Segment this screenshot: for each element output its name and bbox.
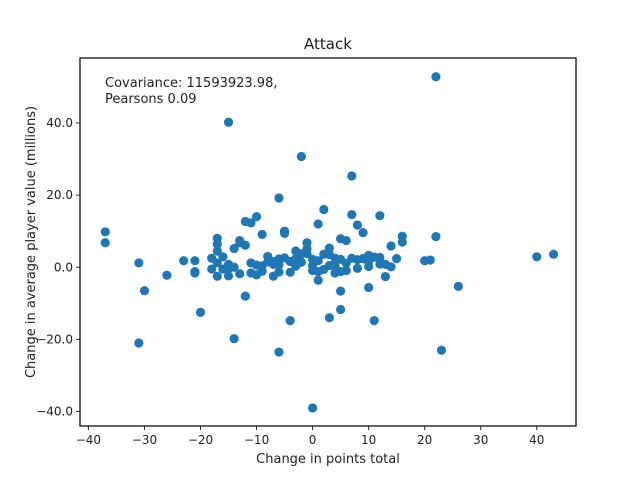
data-point [212,239,222,249]
data-point [336,286,346,296]
x-tick-label: 10 [361,433,376,447]
data-point [285,267,295,277]
data-point [380,272,391,282]
data-point [324,313,335,323]
x-tick-label: 0 [309,433,317,447]
data-point [274,193,284,203]
data-point [139,286,150,296]
y-tick-label: 0.0 [54,260,73,274]
axis-ticks: −40 −30 −20 −10 0 10 20 30 40 −40.0 −20.0 0.0 20.0 40… [36,116,544,447]
data-point [358,228,368,238]
annotation-pearsons: Pearsons 0.09 [105,92,197,107]
data-point [100,227,110,237]
data-point [341,265,351,276]
data-point [274,347,284,357]
x-tick-label: 40 [529,433,544,447]
data-point [229,243,239,254]
data-point [364,261,374,272]
data-point [307,403,318,413]
data-point [240,240,250,250]
data-point [330,260,340,271]
data-point [386,262,396,272]
data-point [324,243,335,253]
data-point [251,212,262,222]
data-point [257,229,267,240]
data-point [100,238,110,248]
data-point [246,218,256,228]
data-point [235,269,245,279]
data-point [375,252,385,263]
data-point [134,258,144,268]
data-point [223,117,234,127]
y-tick-label: 20.0 [46,188,73,202]
data-point [212,246,222,256]
data-point [162,270,172,280]
data-point [341,235,351,246]
x-tick-label: 20 [417,433,432,447]
data-point [302,248,312,259]
y-axis-label: Change in average player value (millions… [24,106,39,378]
data-point [397,237,407,247]
data-point [369,316,379,326]
x-axis-label: Change in points total [256,452,400,467]
data-point [223,271,234,281]
y-tick-label: −40.0 [36,405,73,419]
data-points [100,72,559,413]
data-point [212,271,222,281]
data-point [453,281,463,291]
data-point [195,307,206,317]
data-point [386,241,396,251]
data-point [240,291,250,301]
data-point [134,338,144,348]
plot-frame [79,57,577,427]
data-point [296,151,306,162]
data-point [229,262,239,272]
x-tick-label: −40 [76,433,101,447]
data-point [313,275,323,285]
data-point [431,72,441,82]
x-tick-label: −20 [188,433,213,447]
data-point [274,267,284,277]
data-point [352,263,363,273]
data-point [431,231,441,242]
data-point [392,253,402,264]
data-point [364,282,374,293]
x-tick-label: −10 [244,433,269,447]
y-tick-label: 40.0 [46,116,73,130]
data-point [425,255,435,265]
data-point [319,204,329,215]
data-point [274,260,284,270]
data-point [218,252,228,262]
data-point [285,316,295,326]
x-tick-label: −30 [132,433,157,447]
data-point [313,219,323,229]
y-tick-label: −20.0 [36,332,73,346]
data-point [296,257,306,267]
x-tick-label: 30 [473,433,488,447]
data-point [375,211,385,221]
data-point [179,256,189,266]
annotation-covariance: Covariance: 11593923.98, [105,76,278,91]
data-point [190,268,200,278]
data-point [548,249,559,259]
data-point [279,228,290,238]
data-point [229,334,239,344]
data-point [347,171,357,181]
data-point [352,220,363,230]
chart-title: Attack [304,35,352,53]
data-point [347,209,357,220]
data-point [207,264,217,274]
data-point [436,345,447,355]
data-point [336,304,346,315]
data-point [190,256,200,266]
data-point [532,252,542,262]
data-point [212,258,222,268]
data-point [313,256,323,266]
